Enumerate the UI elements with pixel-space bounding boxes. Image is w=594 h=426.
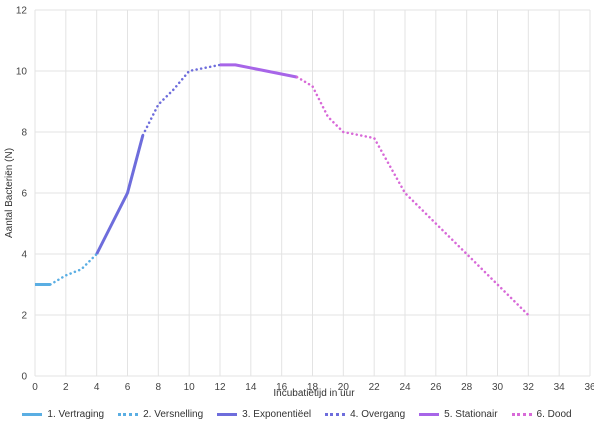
legend-item[interactable]: 5. Stationair: [419, 408, 498, 420]
x-tick-label: 30: [492, 382, 504, 393]
x-tick-label: 0: [32, 382, 38, 393]
x-tick-label: 10: [184, 382, 196, 393]
x-tick-label: 12: [214, 382, 226, 393]
tick-labels: 0 2 4 6 8 10 12 14 16 18 20 22 24 26 28 30 32 34 360246810…: [16, 6, 594, 394]
legend-item[interactable]: 4. Overgang: [325, 409, 405, 420]
x-tick-label: 36: [584, 382, 594, 393]
legend-swatch: [217, 412, 238, 416]
legend: 1. Vertraging 2. Versnelling 3. Exponentië…: [0, 404, 594, 424]
x-tick-label: 4: [94, 382, 100, 393]
series-lines: [35, 63, 530, 317]
legend-label: 1. Vertraging: [47, 408, 105, 420]
legend-swatch: [22, 412, 43, 416]
legend-label: 4. Overgang: [350, 408, 406, 420]
x-axis-title: Incubatietijd in uur: [273, 388, 355, 399]
x-tick-label: 26: [430, 382, 442, 393]
legend-label: 2. Versnelling: [143, 408, 204, 420]
series-line-3: [95, 134, 145, 255]
legend-item[interactable]: 3. Exponentiëel: [217, 409, 311, 420]
x-tick-label: 32: [523, 382, 535, 393]
series-line-4: [141, 63, 222, 137]
y-tick-label: 8: [21, 128, 27, 139]
legend-swatch: [419, 412, 440, 416]
x-tick-label: 2: [63, 382, 69, 393]
legend-item[interactable]: 1. Vertraging: [22, 409, 104, 420]
x-tick-label: 24: [399, 382, 411, 393]
y-tick-label: 6: [21, 189, 27, 200]
line-chart: 0 2 4 6 8 10 12 14 16 18 20 22 24 26 28 30 32 34 360246810…: [4, 6, 594, 400]
y-tick-label: 10: [16, 67, 28, 78]
series-line-5: [220, 63, 298, 79]
legend-label: 5. Stationair: [444, 408, 498, 420]
legend-swatch: [118, 412, 139, 416]
x-tick-label: 28: [461, 382, 473, 393]
series-line-2: [49, 252, 98, 286]
legend-swatch: [325, 412, 346, 416]
y-tick-label: 0: [21, 372, 27, 383]
y-tick-label: 2: [21, 311, 27, 322]
legend-swatch: [511, 412, 532, 416]
legend-label: 6. Dood: [536, 408, 572, 420]
legend-item[interactable]: 6. Dood: [511, 408, 572, 420]
legend-label: 3. Exponentiëel: [242, 408, 312, 420]
x-tick-label: 34: [554, 382, 566, 393]
x-tick-label: 22: [369, 382, 381, 393]
y-tick-label: 4: [21, 250, 27, 261]
x-tick-label: 6: [125, 382, 131, 393]
x-tick-label: 18: [307, 382, 319, 393]
y-axis-title: Aantal Bacteriën (N): [4, 148, 15, 238]
legend-item[interactable]: 2. Versnelling: [118, 409, 203, 420]
x-tick-label: 20: [338, 382, 350, 393]
series-line-6: [295, 75, 530, 317]
grid-lines: [34, 9, 591, 377]
y-tick-label: 12: [16, 6, 28, 17]
x-tick-label: 16: [276, 382, 288, 393]
x-tick-label: 8: [156, 382, 162, 393]
x-tick-label: 14: [245, 382, 257, 393]
